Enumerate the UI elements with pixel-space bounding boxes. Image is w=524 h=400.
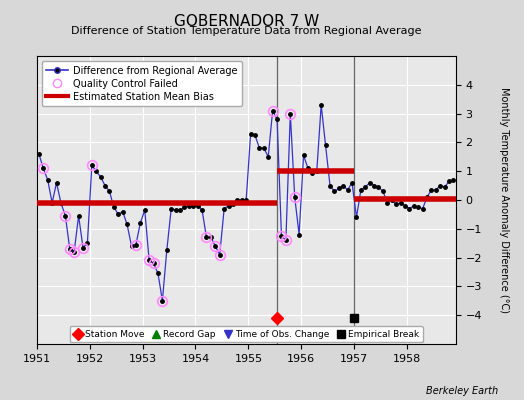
Text: Difference of Station Temperature Data from Regional Average: Difference of Station Temperature Data f… [71, 26, 421, 36]
Y-axis label: Monthly Temperature Anomaly Difference (°C): Monthly Temperature Anomaly Difference (… [499, 87, 509, 313]
Text: Berkeley Earth: Berkeley Earth [425, 386, 498, 396]
Legend: Station Move, Record Gap, Time of Obs. Change, Empirical Break: Station Move, Record Gap, Time of Obs. C… [70, 326, 423, 342]
Text: GOBERNADOR 7 W: GOBERNADOR 7 W [173, 14, 319, 29]
